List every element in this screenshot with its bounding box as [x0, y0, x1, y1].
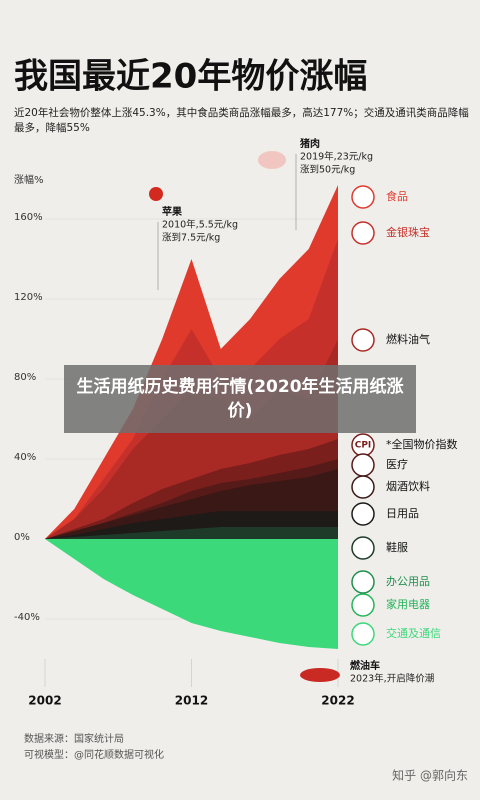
legend-label: 烟酒饮料 [386, 479, 430, 493]
legend-label: *全国物价指数 [386, 437, 458, 451]
chart-title: 我国最近20年物价涨幅 [14, 57, 367, 97]
annotation-text: 涨到50元/kg [300, 164, 355, 176]
x-tick-label: 2022 [321, 694, 354, 708]
legend-icon [351, 453, 375, 477]
legend-label: 食品 [386, 189, 408, 203]
legend-icon [351, 570, 375, 594]
y-tick-label: 0% [14, 532, 30, 543]
y-tick-label: 80% [14, 372, 36, 383]
legend-icon [351, 593, 375, 617]
y-tick-label: 40% [14, 452, 36, 463]
annotation-text: 2019年,23元/kg [300, 151, 373, 163]
car-icon [300, 668, 340, 682]
annotation-text: 涨到7.5元/kg [162, 232, 220, 244]
x-tick-label: 2002 [28, 694, 61, 708]
footer: 知乎 @郭向东 [392, 768, 468, 783]
area [45, 527, 338, 539]
source-text: 可视模型：@同花顺数据可视化 [24, 748, 164, 761]
annotation-text: 2023年,开启降价潮 [350, 673, 434, 685]
source-text: 数据来源：国家统计局 [24, 732, 124, 745]
legend-label: 金银珠宝 [386, 225, 430, 239]
pig-icon [258, 151, 286, 169]
legend-label: 办公用品 [386, 575, 430, 588]
subtitle: 近20年社会物价整体上涨45.3%，其中食品类商品涨幅最多，高达177%；交通及… [14, 107, 469, 134]
legend-icon [351, 536, 375, 560]
legend-icon [351, 622, 375, 646]
legend-label: 交通及通信 [386, 626, 441, 640]
y-tick-label: 160% [14, 212, 43, 223]
overlay-banner: 生活用纸历史费用行情(2020年生活用纸涨价) [64, 365, 416, 433]
y-tick-label: 120% [14, 292, 43, 303]
y-axis-label: 涨幅% [14, 173, 44, 186]
annotation-title: 猪肉 [299, 137, 320, 150]
legend-icon-label: CPI [355, 441, 372, 451]
legend-icon [351, 502, 375, 526]
annotation-title: 苹果 [162, 205, 183, 218]
legend-label: 日用品 [386, 507, 419, 520]
legend-label: 燃料油气 [386, 332, 430, 346]
legend-icon [351, 328, 375, 352]
annotation-text: 2010年,5.5元/kg [162, 219, 238, 231]
legend-label: 鞋服 [386, 540, 408, 554]
legend-label: 医疗 [386, 457, 408, 471]
legend-label: 家用电器 [386, 597, 430, 611]
legend-icon [351, 475, 375, 499]
legend-icon [351, 221, 375, 245]
y-tick-label: -40% [14, 612, 40, 623]
area [45, 539, 338, 649]
apple-icon [149, 187, 163, 201]
legend-icon [351, 185, 375, 209]
annotation-title: 燃油车 [350, 659, 380, 672]
x-tick-label: 2012 [175, 694, 208, 708]
